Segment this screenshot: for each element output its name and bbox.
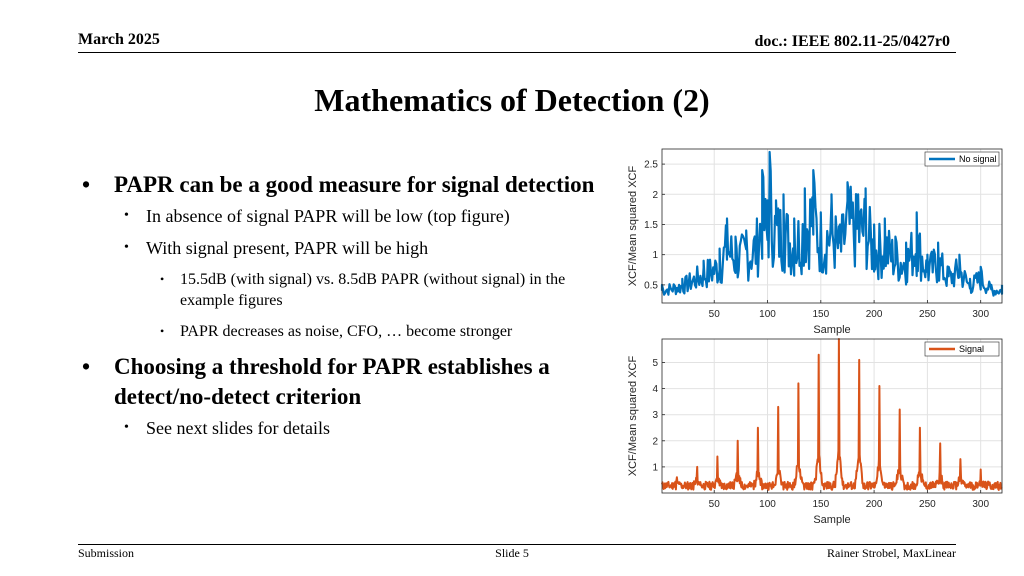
bullet-1-2: • With signal present, PAPR will be high [124,238,429,258]
x-axis-label: Sample [813,514,850,526]
bullet-1-text: PAPR can be a good measure for signal de… [114,172,595,197]
legend-box [924,341,1000,357]
legend-box [924,151,1000,167]
plot-frame [661,338,1003,494]
y-axis-label: XCF/Mean squared XCF [627,356,639,477]
y-tick-label: 5 [652,358,658,369]
x-tick-label: 50 [709,499,721,510]
bullet-2-1: • See next slides for details [124,418,330,438]
y-tick-label: 2 [652,436,658,447]
legend-label: No signal [959,154,997,164]
bullet-1-2-2: • PAPR decreases as noise, CFO, … become … [160,323,513,340]
x-tick-label: 150 [812,309,829,320]
x-tick-label: 300 [972,499,989,510]
x-tick-label: 250 [919,499,936,510]
chart-no-signal-svg: 50 100 150 200 250 300 0.5 1 1.5 2 2.5 Sample XCF/Me… [627,148,1004,336]
x-tick-label: 250 [919,309,936,320]
bullet-1-2-text: With signal present, PAPR will be high [146,238,429,258]
x-tick-label: 50 [709,309,721,320]
y-axis-label: XCF/Mean squared XCF [627,166,639,287]
y-tick-label: 1 [652,250,658,261]
x-tick-label: 100 [759,499,776,510]
y-tick-label: 4 [652,384,658,395]
series-line-signal [661,338,1003,491]
y-tick-label: 1 [652,462,658,473]
footer-rule [78,544,956,545]
x-axis-label: Sample [813,324,850,336]
bullet-1-2-2-text: PAPR decreases as noise, CFO, … become s… [180,323,513,340]
header-rule [78,52,956,53]
y-tick-label: 2 [652,190,658,201]
header-date: March 2025 [78,31,160,48]
legend: Signal [924,341,1000,357]
y-tick-label: 0.5 [644,280,658,291]
chart-signal: 50 100 150 200 250 300 1 2 3 4 5 Sample XCF/Mean squ… [600,333,1010,528]
bullet-2: • Choosing a threshold for PAPR establish… [82,354,550,409]
x-tick-label: 200 [866,499,883,510]
y-tick-label: 3 [652,410,658,421]
x-tick-label: 300 [972,309,989,320]
x-tick-label: 150 [812,499,829,510]
plot-frame [661,148,1003,304]
bullet-2-text: Choosing a threshold for PAPR establishe… [114,354,550,409]
bullet-2-1-text: See next slides for details [146,418,330,438]
chart-no-signal: 50 100 150 200 250 300 0.5 1 1.5 2 2.5 Sample XCF/Me… [600,143,1010,338]
bullet-1: • PAPR can be a good measure for signal d… [82,172,595,197]
bullet-1-1-text: In absence of signal PAPR will be low (t… [146,206,510,226]
x-tick-label: 200 [866,309,883,320]
series-line-no-signal [660,150,1004,297]
slide-title: Mathematics of Detection (2) [314,82,710,118]
y-tick-label: 2.5 [644,160,658,171]
header-doc-id: doc.: IEEE 802.11-25/0427r0 [754,33,950,50]
bullet-list: • PAPR can be a good measure for signal d… [82,170,622,449]
legend: No signal [924,151,1000,167]
legend-label: Signal [959,344,984,354]
bullet-1-2-1: • 15.5dB (with signal) vs. 8.5dB PAPR (wi… [160,271,566,309]
bullet-1-1: • In absence of signal PAPR will be low (… [124,206,510,226]
y-tick-label: 1.5 [644,220,658,231]
x-tick-label: 100 [759,309,776,320]
footer-submission: Submission [78,546,135,560]
bullet-1-2-1-text: 15.5dB (with signal) vs. 8.5dB PAPR (wit… [180,271,566,309]
footer-author: Rainer Strobel, MaxLinear [827,546,956,560]
chart-signal-svg: 50 100 150 200 250 300 1 2 3 4 5 Sample XCF/Mean squ… [627,338,1003,526]
footer-slide-number: Slide 5 [495,546,529,560]
